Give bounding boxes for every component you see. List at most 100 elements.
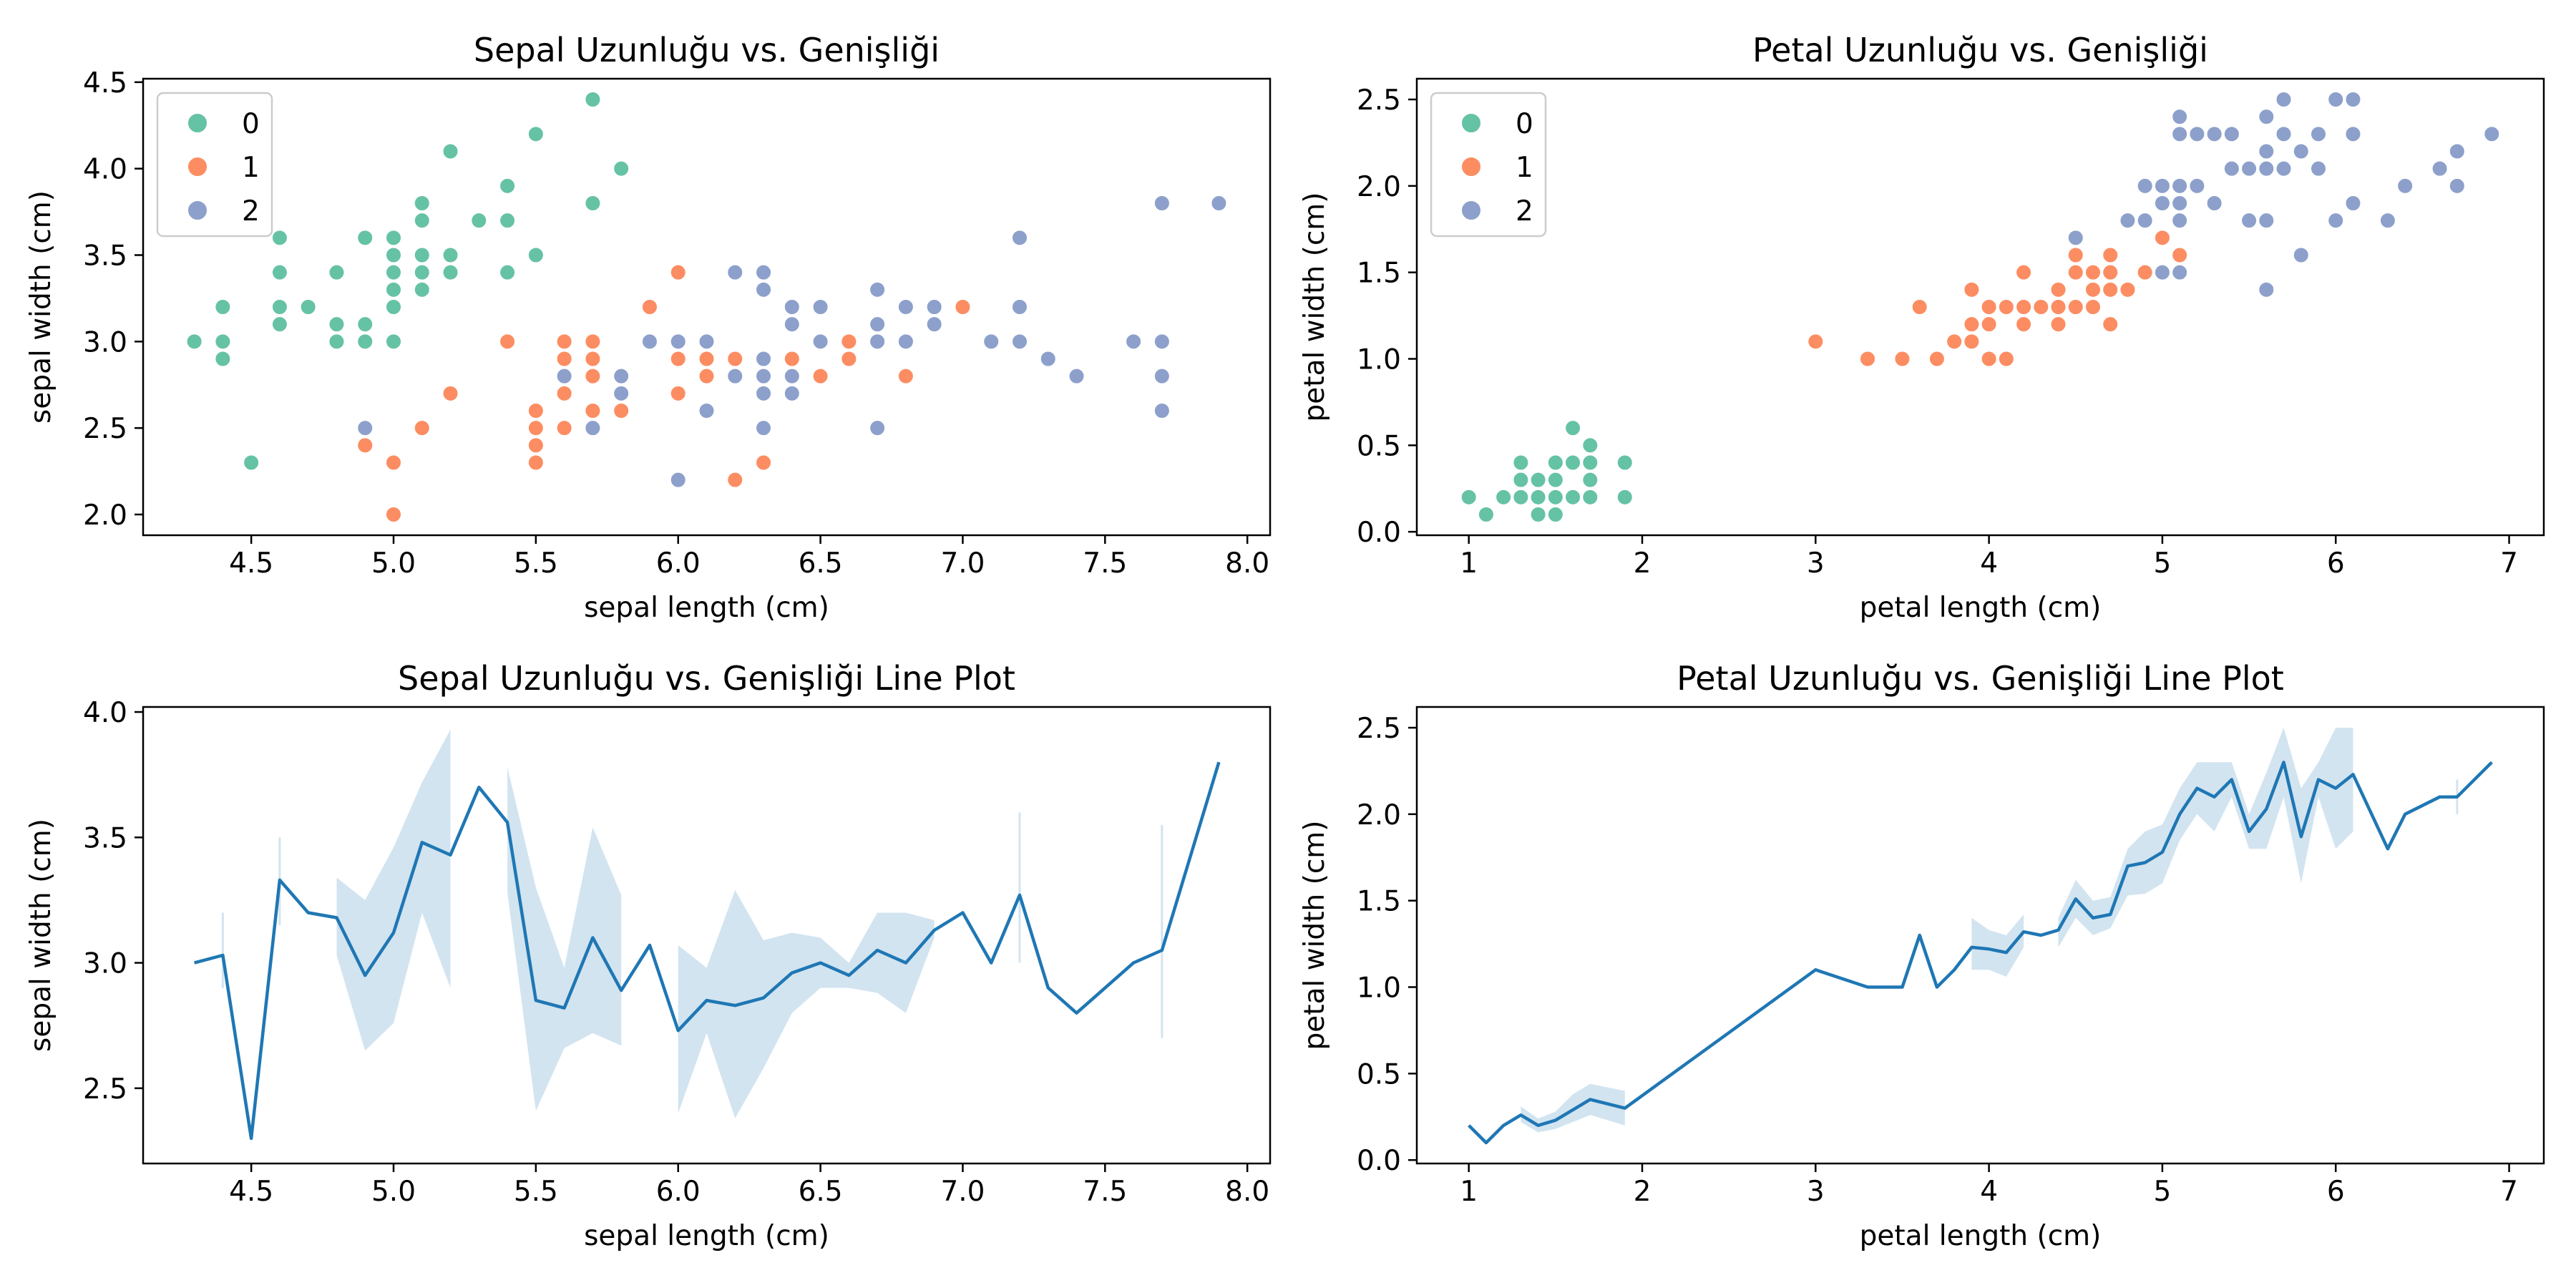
data-point	[698, 402, 716, 419]
data-point	[897, 333, 914, 351]
x-axis-label: petal length (cm)	[1860, 1220, 2102, 1252]
data-point	[214, 298, 232, 316]
plot-area	[1460, 91, 2501, 523]
data-point	[1039, 350, 1057, 368]
y-tick-label: 1.5	[1357, 886, 1401, 918]
data-point	[925, 316, 943, 333]
data-point	[2067, 263, 2084, 281]
y-tick-label: 2.0	[83, 499, 127, 532]
data-point	[356, 419, 374, 437]
data-point	[1581, 488, 1599, 506]
data-point	[783, 384, 801, 402]
data-point	[2188, 125, 2206, 143]
data-point	[2049, 298, 2067, 316]
x-tick-label: 6.5	[799, 547, 843, 580]
data-point	[413, 263, 431, 281]
data-point	[470, 212, 488, 230]
x-tick-label: 6.5	[799, 1176, 843, 1208]
data-point	[2258, 280, 2275, 298]
plot-area	[194, 729, 1221, 1141]
data-point	[2171, 177, 2189, 195]
data-point	[356, 436, 374, 454]
data-point	[2171, 195, 2189, 212]
data-point	[1495, 488, 1513, 506]
data-point	[2171, 212, 2189, 230]
data-point	[1011, 229, 1028, 247]
chart-title: Sepal Uzunluğu vs. Genişliği	[474, 31, 940, 69]
data-point	[669, 333, 687, 351]
data-point	[1153, 402, 1171, 419]
x-tick-label: 8.0	[1225, 1176, 1269, 1208]
data-point	[1153, 195, 1171, 212]
plot-area	[1468, 728, 2493, 1145]
data-point	[613, 402, 630, 419]
data-point	[2431, 160, 2449, 177]
data-point	[527, 436, 545, 454]
legend-marker	[187, 112, 208, 134]
data-point	[2344, 125, 2362, 143]
legend-label: 1	[242, 152, 260, 184]
y-tick-label: 4.0	[83, 697, 127, 729]
x-tick-label: 7.5	[1083, 1176, 1127, 1208]
legend-label: 2	[242, 195, 260, 228]
data-point	[669, 471, 687, 489]
data-point	[584, 367, 602, 385]
data-point	[2084, 280, 2102, 298]
data-point	[243, 454, 260, 472]
data-point	[755, 419, 773, 437]
x-tick-label: 7.5	[1083, 547, 1127, 580]
data-point	[2015, 298, 2033, 316]
data-point	[356, 333, 374, 351]
data-point	[328, 316, 346, 333]
data-point	[2258, 212, 2275, 230]
data-point	[2448, 177, 2466, 195]
data-point	[1581, 471, 1599, 489]
data-point	[2240, 160, 2258, 177]
data-point	[584, 195, 602, 212]
legend-marker	[187, 156, 208, 177]
data-point	[1546, 471, 1564, 489]
data-point	[1529, 471, 1547, 489]
data-point	[2084, 263, 2102, 281]
data-point	[1125, 333, 1143, 351]
data-point	[2344, 195, 2362, 212]
plot-area	[185, 91, 1228, 523]
y-tick-label: 0.0	[1357, 1145, 1401, 1177]
y-tick-label: 1.5	[1357, 258, 1401, 290]
data-point	[2015, 316, 2033, 333]
data-point	[755, 350, 773, 368]
confidence-band	[2058, 728, 2353, 947]
data-point	[385, 263, 402, 281]
legend-label: 2	[1516, 195, 1533, 228]
data-point	[385, 454, 402, 472]
x-tick-label: 3	[1807, 1176, 1825, 1208]
data-point	[1911, 298, 1928, 316]
x-tick-label: 6	[2327, 547, 2345, 580]
series-2	[356, 195, 1228, 489]
data-point	[1928, 350, 1946, 368]
data-point	[1581, 436, 1599, 454]
x-tick-label: 6.0	[656, 1176, 701, 1208]
y-tick-label: 3.0	[83, 326, 127, 358]
data-point	[726, 471, 744, 489]
data-point	[2049, 316, 2067, 333]
line-series	[194, 729, 1221, 1141]
y-axis-label: sepal width (cm)	[25, 819, 57, 1052]
data-point	[2084, 298, 2102, 316]
axes-frame	[142, 706, 1272, 1165]
data-point	[2292, 142, 2310, 160]
data-point	[2275, 125, 2293, 143]
data-point	[2067, 229, 2084, 247]
data-point	[270, 298, 288, 316]
data-point	[214, 333, 232, 351]
data-point	[1512, 471, 1530, 489]
data-point	[2153, 263, 2171, 281]
data-point	[2205, 125, 2223, 143]
data-point	[413, 212, 431, 230]
data-point	[2153, 177, 2171, 195]
data-point	[2171, 246, 2189, 264]
legend: 0 1 2	[1430, 92, 1547, 238]
data-point	[669, 263, 687, 281]
data-point	[811, 367, 829, 385]
data-point	[555, 333, 573, 351]
